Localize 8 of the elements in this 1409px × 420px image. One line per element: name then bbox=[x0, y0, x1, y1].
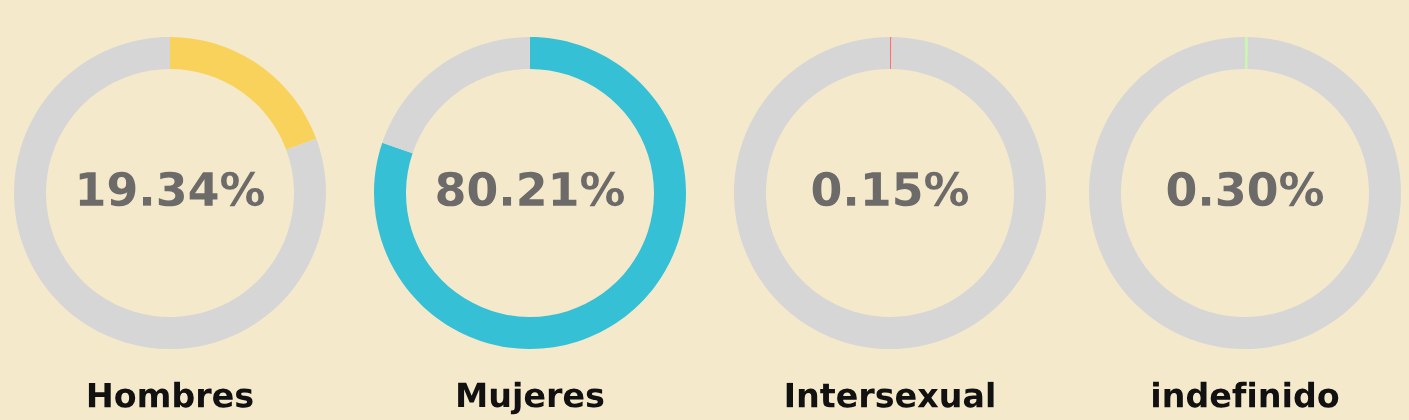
text: Hombres bbox=[88, 381, 253, 408]
text: indefinido bbox=[1153, 381, 1339, 408]
text: Intersexual bbox=[786, 381, 994, 408]
text: 80.21% bbox=[437, 171, 624, 207]
text: 19.34% bbox=[79, 171, 264, 207]
text: Mujeres bbox=[458, 381, 604, 415]
text: 0.15% bbox=[812, 171, 969, 207]
text: 0.30% bbox=[1167, 171, 1324, 207]
